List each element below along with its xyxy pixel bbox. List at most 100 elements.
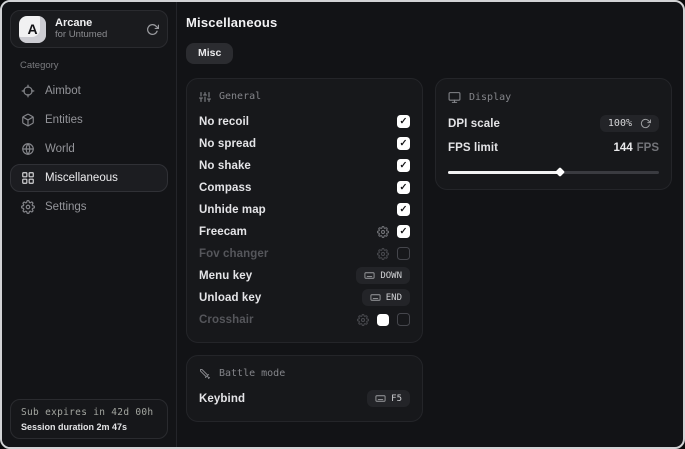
swords-icon	[199, 368, 211, 380]
fps-unit: FPS	[636, 141, 659, 154]
slider-fill	[448, 170, 560, 174]
battle-keybind-badge[interactable]: F5	[367, 390, 410, 408]
crosshair-checkbox[interactable]	[397, 313, 410, 327]
row-no-spread: No spread	[199, 133, 410, 155]
row-label: No recoil	[199, 115, 250, 128]
general-card-title: General	[219, 91, 262, 103]
row-label: Crosshair	[199, 313, 254, 326]
row-label: Unhide map	[199, 203, 266, 216]
main-content: Miscellaneous Misc General No recoil	[177, 2, 683, 447]
app-name: Arcane	[55, 17, 93, 30]
fov-changer-settings-gear-icon[interactable]	[377, 247, 389, 260]
dpi-scale-value: 100%	[607, 118, 632, 130]
crosshair-color-swatch[interactable]	[377, 313, 389, 326]
app-logo: A	[19, 15, 46, 43]
no-spread-checkbox[interactable]	[397, 137, 410, 151]
sidebar: A Arcane for Untumed Category Aimbot	[2, 2, 177, 447]
brand-card: A Arcane for Untumed	[10, 10, 168, 48]
general-card-header: General	[199, 91, 410, 103]
dpi-scale-cycler[interactable]: 100%	[599, 115, 659, 133]
row-label: Keybind	[199, 392, 246, 405]
row-freecam: Freecam	[199, 221, 410, 243]
sidebar-item-label: Settings	[45, 201, 87, 213]
row-no-shake: No shake	[199, 155, 410, 177]
row-fov-changer: Fov changer	[199, 243, 410, 265]
row-compass: Compass	[199, 177, 410, 199]
tab-misc[interactable]: Misc	[186, 43, 234, 64]
keyboard-icon	[370, 292, 381, 303]
display-card-title: Display	[469, 91, 512, 103]
unload-key-value: END	[385, 292, 402, 303]
cycle-icon	[640, 118, 651, 129]
grid-icon	[21, 171, 35, 185]
no-shake-checkbox[interactable]	[397, 159, 410, 173]
sidebar-item-world[interactable]: World	[10, 135, 168, 163]
menu-key-badge[interactable]: DOWN	[356, 267, 410, 285]
row-unhide-map: Unhide map	[199, 199, 410, 221]
session-duration-text: Session duration 2m 47s	[21, 422, 128, 432]
slider-thumb[interactable]	[554, 167, 565, 178]
sidebar-item-settings[interactable]: Settings	[10, 193, 168, 221]
row-fps-limit: FPS limit 144 FPS	[448, 136, 659, 160]
sidebar-item-label: Entities	[45, 114, 83, 126]
sidebar-item-entities[interactable]: Entities	[10, 106, 168, 134]
subscription-info-card: Sub expires in 42d 00h Session duration …	[10, 399, 168, 439]
sidebar-item-label: Miscellaneous	[45, 172, 118, 184]
row-label: DPI scale	[448, 117, 501, 130]
row-label: No shake	[199, 159, 251, 172]
sidebar-nav: Aimbot Entities World Miscellaneous	[10, 77, 168, 221]
content-columns: General No recoil No spread No shake	[186, 77, 672, 422]
fps-limit-value: 144 FPS	[613, 142, 659, 154]
display-card-header: Display	[448, 91, 659, 104]
crosshair-settings-gear-icon[interactable]	[357, 313, 369, 326]
display-card: Display DPI scale 100% FPS limit	[435, 77, 672, 190]
sidebar-item-label: World	[45, 143, 75, 155]
brand-text: Arcane for Untumed	[55, 17, 137, 41]
row-label: Compass	[199, 181, 252, 194]
fps-number: 144	[613, 141, 633, 154]
sliders-icon	[199, 91, 211, 103]
row-label: Fov changer	[199, 247, 269, 260]
row-label: Menu key	[199, 269, 253, 282]
fov-changer-checkbox[interactable]	[397, 247, 410, 261]
sidebar-item-miscellaneous[interactable]: Miscellaneous	[10, 164, 168, 192]
no-recoil-checkbox[interactable]	[397, 115, 410, 129]
compass-checkbox[interactable]	[397, 181, 410, 195]
unhide-map-checkbox[interactable]	[397, 203, 410, 217]
crosshair-icon	[21, 84, 35, 98]
gear-icon	[21, 200, 35, 214]
row-dpi-scale: DPI scale 100%	[448, 112, 659, 136]
monitor-icon	[448, 91, 461, 104]
row-no-recoil: No recoil	[199, 111, 410, 133]
refresh-icon[interactable]	[146, 23, 159, 36]
right-column: Display DPI scale 100% FPS limit	[435, 77, 672, 190]
cube-icon	[21, 113, 35, 127]
row-menu-key: Menu key DOWN	[199, 265, 410, 287]
keyboard-icon	[375, 393, 386, 404]
row-unload-key: Unload key END	[199, 287, 410, 309]
battle-keybind-value: F5	[391, 393, 402, 404]
left-column: General No recoil No spread No shake	[186, 77, 423, 422]
sidebar-item-aimbot[interactable]: Aimbot	[10, 77, 168, 105]
freecam-settings-gear-icon[interactable]	[377, 225, 389, 238]
menu-key-value: DOWN	[380, 270, 402, 281]
battle-mode-card: Battle mode Keybind F5	[186, 354, 423, 422]
category-label: Category	[20, 60, 59, 71]
row-label: Freecam	[199, 225, 248, 238]
row-keybind: Keybind F5	[199, 388, 410, 410]
row-crosshair: Crosshair	[199, 309, 410, 331]
tab-row: Misc	[186, 43, 669, 64]
globe-icon	[21, 142, 35, 156]
battle-mode-card-title: Battle mode	[219, 368, 286, 380]
freecam-checkbox[interactable]	[397, 225, 410, 239]
keyboard-icon	[364, 270, 375, 281]
battle-mode-card-header: Battle mode	[199, 368, 410, 380]
fps-limit-slider[interactable]	[448, 166, 659, 178]
row-label: FPS limit	[448, 141, 499, 154]
row-label: No spread	[199, 137, 257, 150]
unload-key-badge[interactable]: END	[361, 289, 410, 307]
page-title: Miscellaneous	[186, 15, 278, 30]
sidebar-item-label: Aimbot	[45, 85, 81, 97]
app-subtitle: for Untumed	[55, 28, 108, 40]
